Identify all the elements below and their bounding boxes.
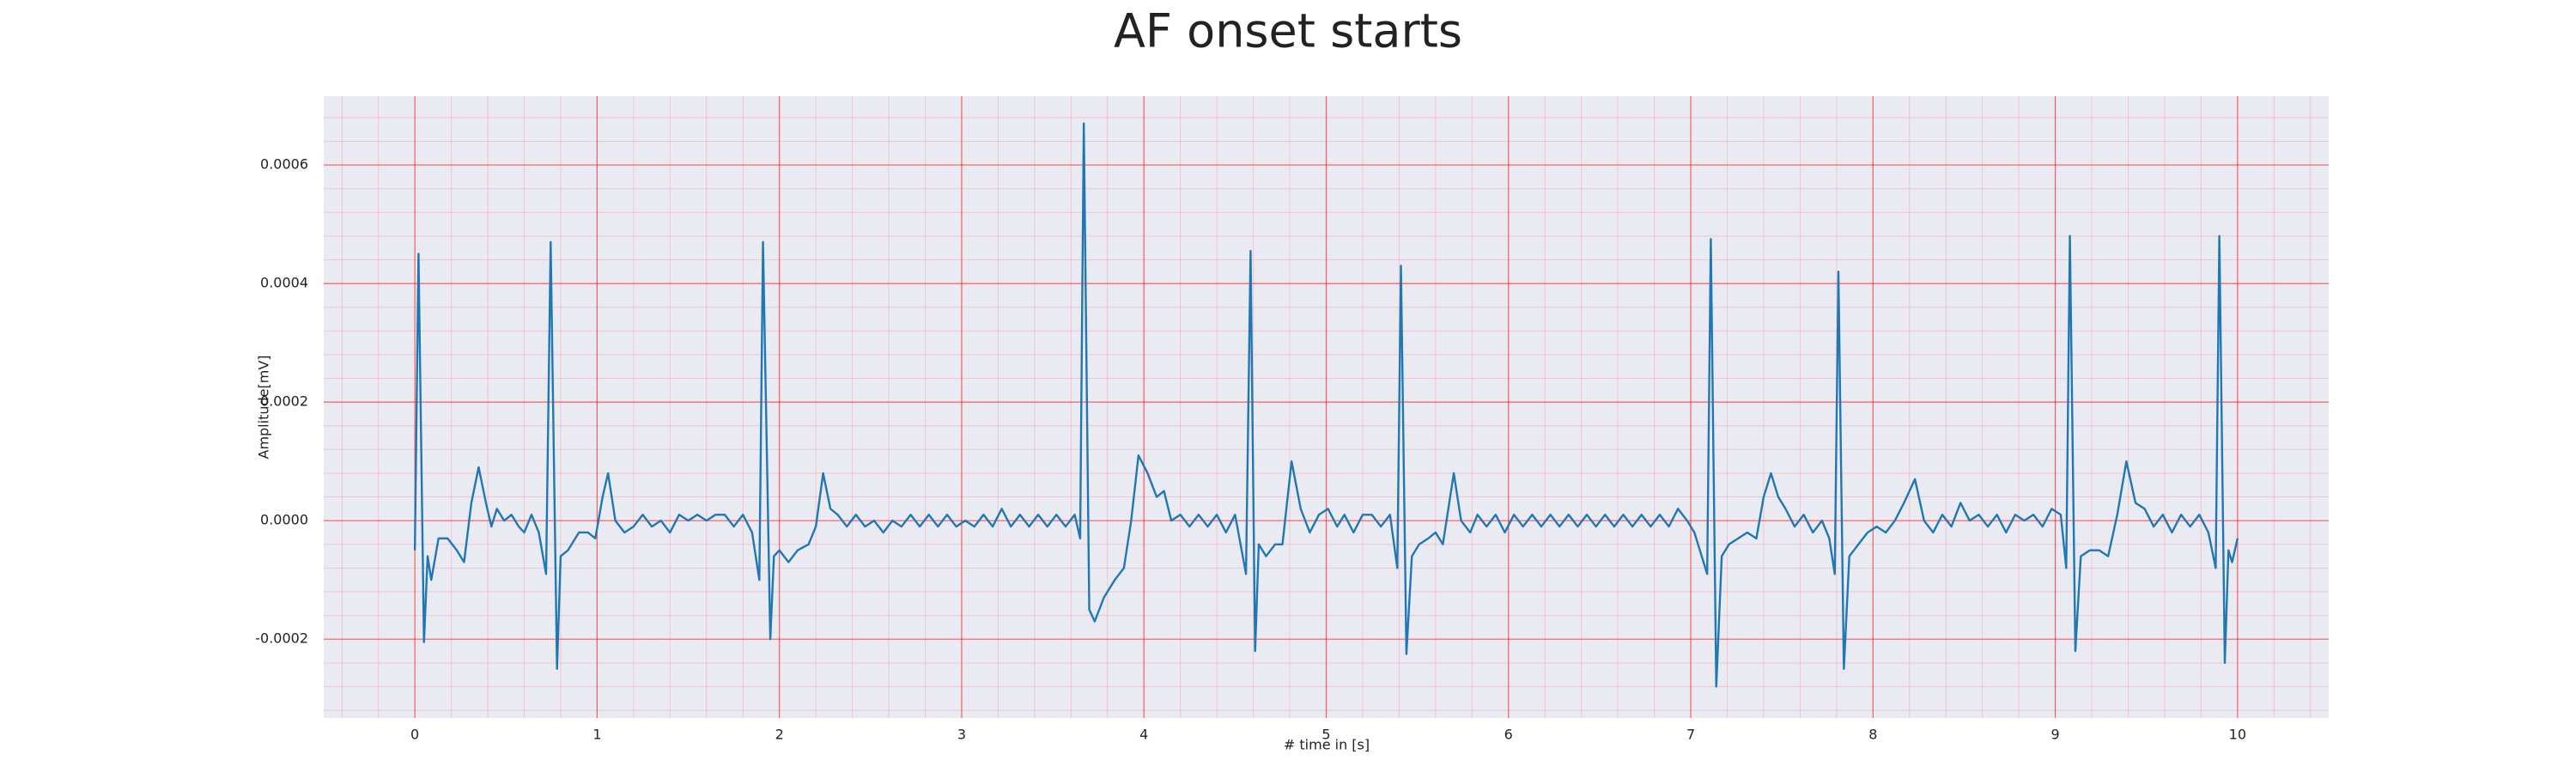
x-tick-label: 10 [2229,727,2246,743]
y-tick-label: 0.0002 [260,393,308,410]
x-tick-label: 4 [1139,727,1148,743]
y-tick-label: -0.0002 [255,630,308,647]
chart-title: AF onset starts [1114,4,1462,58]
x-tick-label: 7 [1686,727,1695,743]
x-tick-label: 3 [957,727,966,743]
y-axis-label: Amplitude[mV] [256,355,272,459]
y-tick-label: 0.0000 [260,512,308,528]
x-tick-label: 0 [410,727,419,743]
x-tick-label: 5 [1321,727,1330,743]
line [413,122,2239,688]
x-tick-label: 2 [775,727,784,743]
y-tick-label: 0.0006 [260,156,308,173]
x-tick-label: 8 [1868,727,1877,743]
x-tick-label: 6 [1504,727,1513,743]
x-axis-label: # time in [s] [1284,737,1370,753]
y-tick-label: 0.0004 [260,275,308,291]
x-tick-label: 1 [592,727,601,743]
x-tick-label: 9 [2050,727,2059,743]
